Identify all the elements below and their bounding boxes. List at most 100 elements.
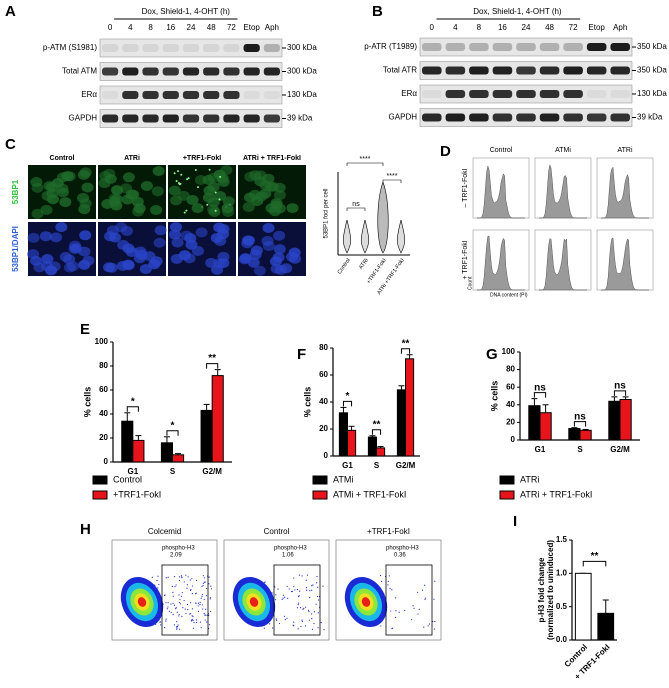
event-dot — [165, 577, 167, 579]
column-label: Control — [50, 155, 75, 162]
blot-band — [142, 44, 159, 52]
focus — [175, 180, 178, 183]
row-label: ERα — [81, 90, 97, 99]
row-label: – TRF1-FokI — [462, 168, 469, 207]
blot-band — [492, 66, 513, 75]
event-dot — [195, 592, 197, 594]
blot-band — [142, 91, 159, 99]
event-dot — [316, 575, 318, 578]
event-dot — [423, 626, 425, 628]
lane-label: 24 — [522, 23, 531, 32]
event-dot — [315, 603, 317, 605]
row-label: p-ATR (T1989) — [364, 42, 417, 51]
blot-band — [586, 113, 607, 122]
nucleus — [264, 181, 277, 192]
event-dot — [191, 615, 193, 617]
blot-band — [563, 66, 583, 75]
nucleus — [45, 265, 58, 276]
row-label: p-ATM (S1981) — [43, 43, 97, 52]
size-label: 300 kDa — [287, 43, 317, 52]
row-label: 53BP1 — [11, 179, 20, 204]
legend-label: ATRi — [520, 474, 539, 484]
event-dot — [158, 583, 160, 586]
lane-label: 16 — [166, 23, 175, 32]
blot-band — [539, 66, 560, 75]
event-dot — [189, 613, 191, 615]
nucleus — [168, 229, 181, 240]
nucleus — [151, 186, 164, 197]
event-dot — [311, 617, 313, 620]
gate-label: phospho-H3 — [274, 546, 307, 552]
event-dot — [434, 620, 436, 623]
blot-band — [223, 67, 240, 76]
focus — [186, 178, 189, 181]
event-dot — [167, 606, 169, 608]
blot-band — [516, 90, 536, 98]
event-dot — [417, 613, 419, 615]
focus — [194, 168, 197, 171]
event-dot — [298, 602, 300, 604]
event-dot — [208, 583, 210, 585]
event-dot — [183, 581, 185, 583]
legend-label: Control — [113, 474, 142, 484]
event-dot — [299, 590, 301, 592]
blot-band — [263, 67, 280, 76]
event-dot — [316, 582, 318, 584]
legend-label: ATMi — [333, 474, 353, 484]
nucleus — [131, 196, 144, 207]
nucleus — [208, 207, 221, 218]
gate-value: 1.06 — [282, 553, 294, 559]
event-dot — [433, 598, 435, 600]
blot-band — [182, 114, 200, 123]
event-dot — [395, 616, 397, 619]
event-dot — [424, 584, 426, 586]
nucleus — [55, 222, 68, 233]
nucleus — [286, 251, 299, 262]
event-dot — [195, 602, 197, 604]
blot-band — [492, 113, 513, 122]
event-dot — [293, 621, 295, 623]
sig-bracket — [206, 363, 219, 369]
lane-label: 72 — [227, 23, 236, 32]
event-dot — [263, 627, 265, 629]
event-dot — [303, 607, 305, 610]
axis-label: DNA content (PI) — [490, 292, 528, 298]
event-dot — [301, 620, 303, 623]
event-dot — [202, 575, 204, 577]
event-dot — [201, 595, 203, 597]
blot-band — [203, 67, 220, 76]
y-tick-label: 0.0 — [556, 635, 568, 644]
sig-bracket — [582, 560, 607, 567]
size-label: 350 kDa — [637, 66, 667, 75]
focus — [218, 198, 221, 201]
gate-label: phospho-H3 — [386, 546, 419, 552]
bar — [597, 612, 615, 641]
column-label: +TRF1-FokI — [183, 155, 221, 162]
column-label: ATMi — [555, 147, 571, 154]
blot-band — [223, 44, 240, 52]
event-dot — [156, 579, 158, 581]
density — [249, 597, 259, 607]
event-dot — [164, 627, 166, 629]
event-dot — [186, 587, 188, 589]
event-dot — [391, 589, 393, 591]
nucleus — [180, 230, 193, 241]
sig-bracket — [573, 421, 587, 427]
event-dot — [178, 614, 180, 616]
event-dot — [173, 604, 176, 606]
event-dot — [306, 574, 309, 576]
size-label: 39 kDa — [637, 113, 663, 122]
lane-label: 0 — [430, 23, 435, 32]
blot-band — [142, 114, 159, 123]
event-dot — [284, 596, 286, 598]
event-dot — [209, 598, 211, 600]
category-label: ATRi — [358, 258, 370, 271]
violin — [396, 219, 406, 254]
event-dot — [201, 604, 203, 606]
event-dot — [178, 579, 181, 582]
event-dot — [172, 591, 174, 593]
bar — [619, 399, 632, 441]
event-dot — [159, 621, 162, 623]
panel-letter: H — [80, 521, 91, 538]
lane-label: 0 — [108, 23, 113, 32]
